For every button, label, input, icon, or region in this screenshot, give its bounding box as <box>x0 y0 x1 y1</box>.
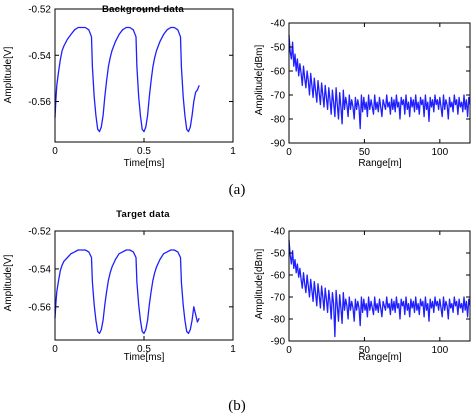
y-tick-label: -70 <box>271 293 286 304</box>
chart-b-time: Target data 0 0.5 1 -0.52 -0.54 -0.56 Time[ms… <box>3 209 236 363</box>
series-line <box>288 34 471 130</box>
caption-b: (b) <box>228 398 246 414</box>
x-axis-label: Range[m] <box>358 158 402 169</box>
x-tick-label: 0.5 <box>137 146 151 157</box>
x-tick-label: 0 <box>286 147 292 158</box>
plot-area: 0 50 100 -40 -50 -60 -70 -80 -90 <box>271 227 471 356</box>
y-tick-label: -70 <box>271 91 286 102</box>
y-tick-label: -80 <box>271 115 286 126</box>
x-tick-label: 1 <box>230 146 236 157</box>
x-tick-label: 1 <box>230 344 236 355</box>
y-tick-label: -80 <box>271 315 286 326</box>
series-line <box>54 26 200 133</box>
x-axis-label: Time[ms] <box>124 352 165 363</box>
y-tick-label: -0.56 <box>28 97 51 108</box>
y-tick-label: -0.54 <box>28 51 51 62</box>
x-tick-label: 0 <box>52 146 58 157</box>
x-tick-label: 50 <box>359 345 371 356</box>
series-line <box>288 239 471 338</box>
caption-a: (a) <box>229 182 246 198</box>
plot-area: 0 0.5 1 -0.52 -0.54 -0.56 <box>28 5 236 158</box>
plot-frame <box>54 230 234 341</box>
x-axis-label: Time[ms] <box>124 158 165 169</box>
y-axis-label: Amplitude[V] <box>3 46 14 103</box>
plot-area: 0 0.5 1 -0.52 -0.54 -0.56 <box>28 227 236 356</box>
x-tick-label: 0 <box>52 344 58 355</box>
y-tick-label: -50 <box>271 43 286 54</box>
chart-b-range: 0 50 100 -40 -50 -60 -70 -80 -90 Range[m] Amplit… <box>254 227 471 363</box>
x-tick-label: 100 <box>431 345 448 356</box>
y-tick-label: -90 <box>271 337 286 348</box>
y-axis-label: Amplitude[dBm] <box>254 44 265 115</box>
x-tick-label: 50 <box>359 147 371 158</box>
y-tick-label: -0.52 <box>28 227 51 238</box>
y-tick-label: -90 <box>271 139 286 150</box>
plot-frame <box>54 8 234 143</box>
plot-frame <box>288 230 471 342</box>
x-tick-label: 0.5 <box>137 344 151 355</box>
chart-a-time: Background data 0 0.5 1-0.52-0.54-0.56 Tim… <box>3 4 236 169</box>
y-tick-label: -50 <box>271 249 286 260</box>
y-tick-label: -0.54 <box>28 264 51 275</box>
y-tick-label: -40 <box>271 19 286 30</box>
y-tick-label: -60 <box>271 271 286 282</box>
x-axis-label: Range[m] <box>358 352 402 363</box>
y-axis-label: Amplitude[dBm] <box>254 248 265 319</box>
y-axis-label: Amplitude[V] <box>3 254 14 311</box>
series-line <box>54 249 200 335</box>
y-tick-label: -40 <box>271 227 286 238</box>
plot-frame <box>288 22 471 144</box>
y-tick-label: -0.52 <box>28 5 51 16</box>
x-tick-label: 0 <box>286 345 292 356</box>
x-tick-label: 100 <box>431 147 448 158</box>
plot-area: 0 50 100 -40 -50 -60 -70 -80 -90 <box>271 19 471 158</box>
chart-title: Target data <box>116 209 170 220</box>
chart-a-range: 0 50 100 -40 -50 -60 -70 -80 -90 Range[m] Amplit… <box>254 19 471 169</box>
y-tick-label: -60 <box>271 67 286 78</box>
y-tick-label: -0.56 <box>28 302 51 313</box>
